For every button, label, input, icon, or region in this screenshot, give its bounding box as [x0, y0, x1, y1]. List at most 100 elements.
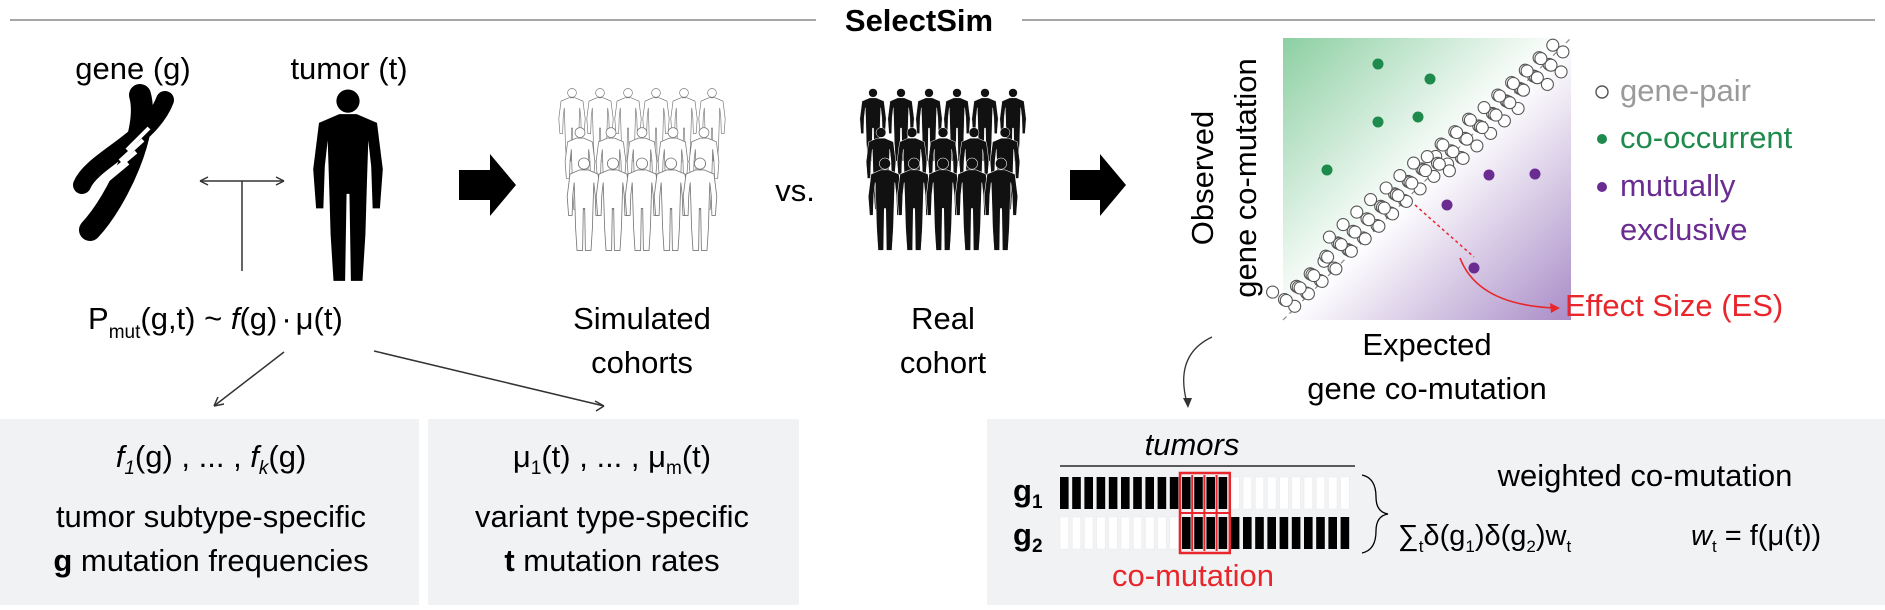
gene-pair-point [1503, 96, 1517, 110]
mutation-cell [1279, 517, 1289, 549]
mutation-cell [1182, 517, 1191, 549]
mutation-cell [1157, 477, 1167, 509]
formula-to-boxes-arrows [213, 350, 605, 412]
mutation-cell [1267, 476, 1277, 510]
mutation-cell [1340, 517, 1350, 549]
arrow-to-simulated-icon [459, 154, 516, 216]
gene-pair-point [1450, 125, 1464, 140]
mutation-cell [1315, 476, 1326, 510]
gene-pair-point [1405, 176, 1419, 190]
mutation-cell [1072, 477, 1081, 509]
gene-pair-point [1364, 193, 1378, 207]
g2-mutation-row [1059, 516, 1350, 550]
mutation-cell [1267, 517, 1276, 549]
mutation-cell [1328, 476, 1338, 510]
simulated-cohort-icon [558, 88, 726, 251]
mutation-cell [1121, 477, 1130, 509]
gene-pair-point [1506, 76, 1520, 91]
gene-pair-point [1393, 169, 1407, 183]
gene-pair-point [1336, 218, 1350, 232]
gene-pair-point [1446, 145, 1460, 159]
gene-pair-point [1348, 225, 1362, 239]
mutation-cell [1194, 517, 1203, 549]
gene-pair-point [1379, 181, 1393, 195]
pmut-formula: Pmut(g,t) ~ f(g) · μ(t) [88, 301, 343, 343]
mutation-cell [1254, 476, 1265, 510]
gene-pair-point [1358, 232, 1372, 246]
mutation-cell [1291, 517, 1301, 549]
gene-pair-point [1329, 262, 1343, 276]
mutation-cell [1304, 517, 1313, 549]
mutation-cell [1218, 477, 1228, 509]
mutation-cell [1194, 477, 1203, 509]
gene-pair-point [1418, 164, 1433, 178]
mutation-cell [1242, 476, 1252, 510]
simulated-label-line2: cohorts [591, 345, 693, 380]
gene-pair-point [1544, 58, 1558, 72]
gene-pair-point [1420, 150, 1434, 164]
mutation-cell [1316, 517, 1325, 549]
effect-size-label: Effect Size (ES) [1565, 288, 1783, 323]
frequency-desc-line1: tumor subtype-specific [56, 499, 366, 534]
legend-marker-cooccurrent [1597, 134, 1607, 144]
rate-functions: μ1(t) , ... , μm(t) [513, 439, 711, 479]
mutation-cell [1084, 516, 1094, 550]
arrow-to-scatter-icon [1070, 154, 1126, 216]
mutation-cell [1291, 476, 1301, 510]
gene-pair-point [1546, 38, 1560, 52]
gene-pair-point [1554, 65, 1568, 79]
gene-pair-point [1463, 113, 1477, 127]
gene-pair-point [1540, 77, 1554, 91]
exclusive-point [1441, 199, 1453, 211]
gene-pair-points [1266, 38, 1570, 313]
mutation-cell [1084, 477, 1093, 509]
gene-pair-point [1475, 121, 1489, 135]
gene-pair-point [1470, 139, 1484, 153]
rate-desc-line2: t mutation rates [504, 543, 719, 578]
effect-size-dashed-line [1414, 204, 1475, 258]
gene-pair-point [1530, 71, 1544, 85]
mutation-cell [1255, 517, 1264, 549]
gene-pair-point [1322, 230, 1336, 244]
cooccurrent-point [1372, 58, 1384, 70]
real-label-line2: cohort [900, 345, 987, 380]
mutation-cell [1157, 516, 1167, 550]
mutation-cell [1206, 477, 1215, 509]
scatter-ylabel-line2: gene co-mutation [1228, 58, 1263, 298]
legend-mutually: mutually [1620, 168, 1736, 203]
cooccurrent-point [1372, 116, 1384, 128]
gene-pair-point [1344, 244, 1358, 258]
gene-pair-point [1460, 132, 1474, 146]
frequency-functions: f1(g) , ... , fk(g) [116, 439, 307, 479]
tumor-label: tumor (t) [290, 51, 407, 86]
frequency-box [0, 419, 419, 605]
gene-pair-point [1293, 281, 1307, 295]
weighted-formula: ∑tδ(g1)δ(g2)wt [1398, 520, 1572, 556]
legend-cooccurrent: co-occurrent [1620, 120, 1793, 155]
effect-size-arrow [1459, 257, 1556, 309]
g2-label: g2 [1013, 517, 1043, 557]
mutation-cell [1279, 476, 1289, 510]
mutation-cell [1059, 516, 1069, 550]
mutation-cell [1145, 516, 1155, 550]
gene-pair-point [1407, 156, 1421, 170]
weighted-comutation-label: weighted co-mutation [1497, 458, 1793, 493]
mutation-cell [1169, 516, 1179, 550]
scatter-xlabel-line1: Expected [1362, 327, 1491, 362]
scatter-xlabel-line2: gene co-mutation [1307, 371, 1547, 406]
legend-gene-pair: gene-pair [1620, 73, 1751, 108]
gene-label: gene (g) [75, 51, 190, 86]
gene-pair-point [1391, 189, 1405, 203]
legend-exclusive: exclusive [1620, 212, 1748, 247]
gene-pair-point [1489, 108, 1503, 122]
gene-pair-point [1442, 164, 1456, 178]
gene-tumor-connector [199, 176, 285, 271]
frequency-desc-line2: g mutation frequencies [53, 543, 368, 578]
comutation-highlight [1178, 471, 1232, 555]
mutation-cell [1071, 516, 1082, 550]
gene-pair-point [1456, 151, 1470, 165]
mutation-cell [1230, 476, 1240, 510]
mutation-cell [1060, 477, 1069, 509]
gene-pair-point [1432, 157, 1446, 171]
exclusive-point [1483, 169, 1495, 181]
